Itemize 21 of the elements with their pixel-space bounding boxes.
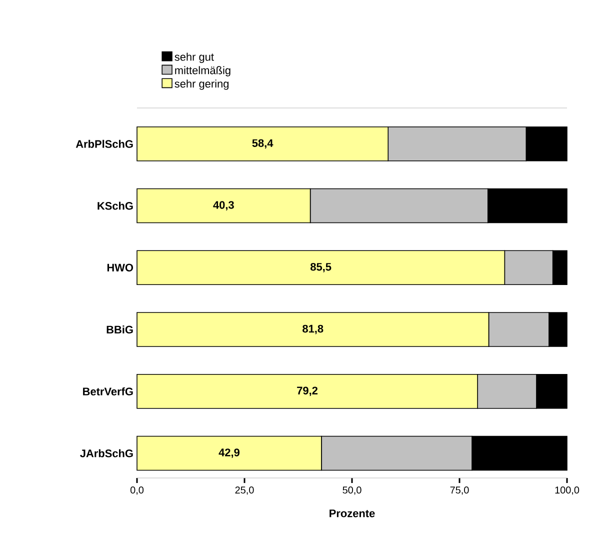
- data-label: 42,9: [218, 448, 240, 458]
- y-tick-label: HWO: [107, 264, 134, 272]
- y-tick-label: BBiG: [106, 325, 133, 334]
- legend-label: sehr gut: [174, 52, 214, 63]
- x-tick-label: 100,0: [555, 486, 580, 495]
- data-label: 81,8: [302, 324, 324, 334]
- y-tick-label: JArbSchG: [80, 449, 133, 458]
- legend-label: sehr gering: [174, 80, 229, 90]
- legend-label: mittelmäßig: [175, 66, 230, 76]
- data-label: 40,3: [213, 201, 234, 210]
- data-label: 58,4: [252, 139, 274, 149]
- x-tick-label: 0,0: [130, 486, 144, 495]
- x-tick-label: 25,0: [235, 486, 254, 495]
- x-tick-label: 75,0: [450, 486, 469, 495]
- data-label: 85,5: [310, 262, 332, 272]
- x-tick-label: 50,0: [342, 486, 362, 495]
- y-tick-label: ArbPlSchG: [76, 140, 133, 148]
- data-label: 79,2: [297, 386, 318, 396]
- y-tick-label: BetrVerfG: [83, 387, 133, 396]
- x-axis-title: Prozente: [330, 510, 375, 518]
- y-tick-label: KSchG: [98, 202, 133, 210]
